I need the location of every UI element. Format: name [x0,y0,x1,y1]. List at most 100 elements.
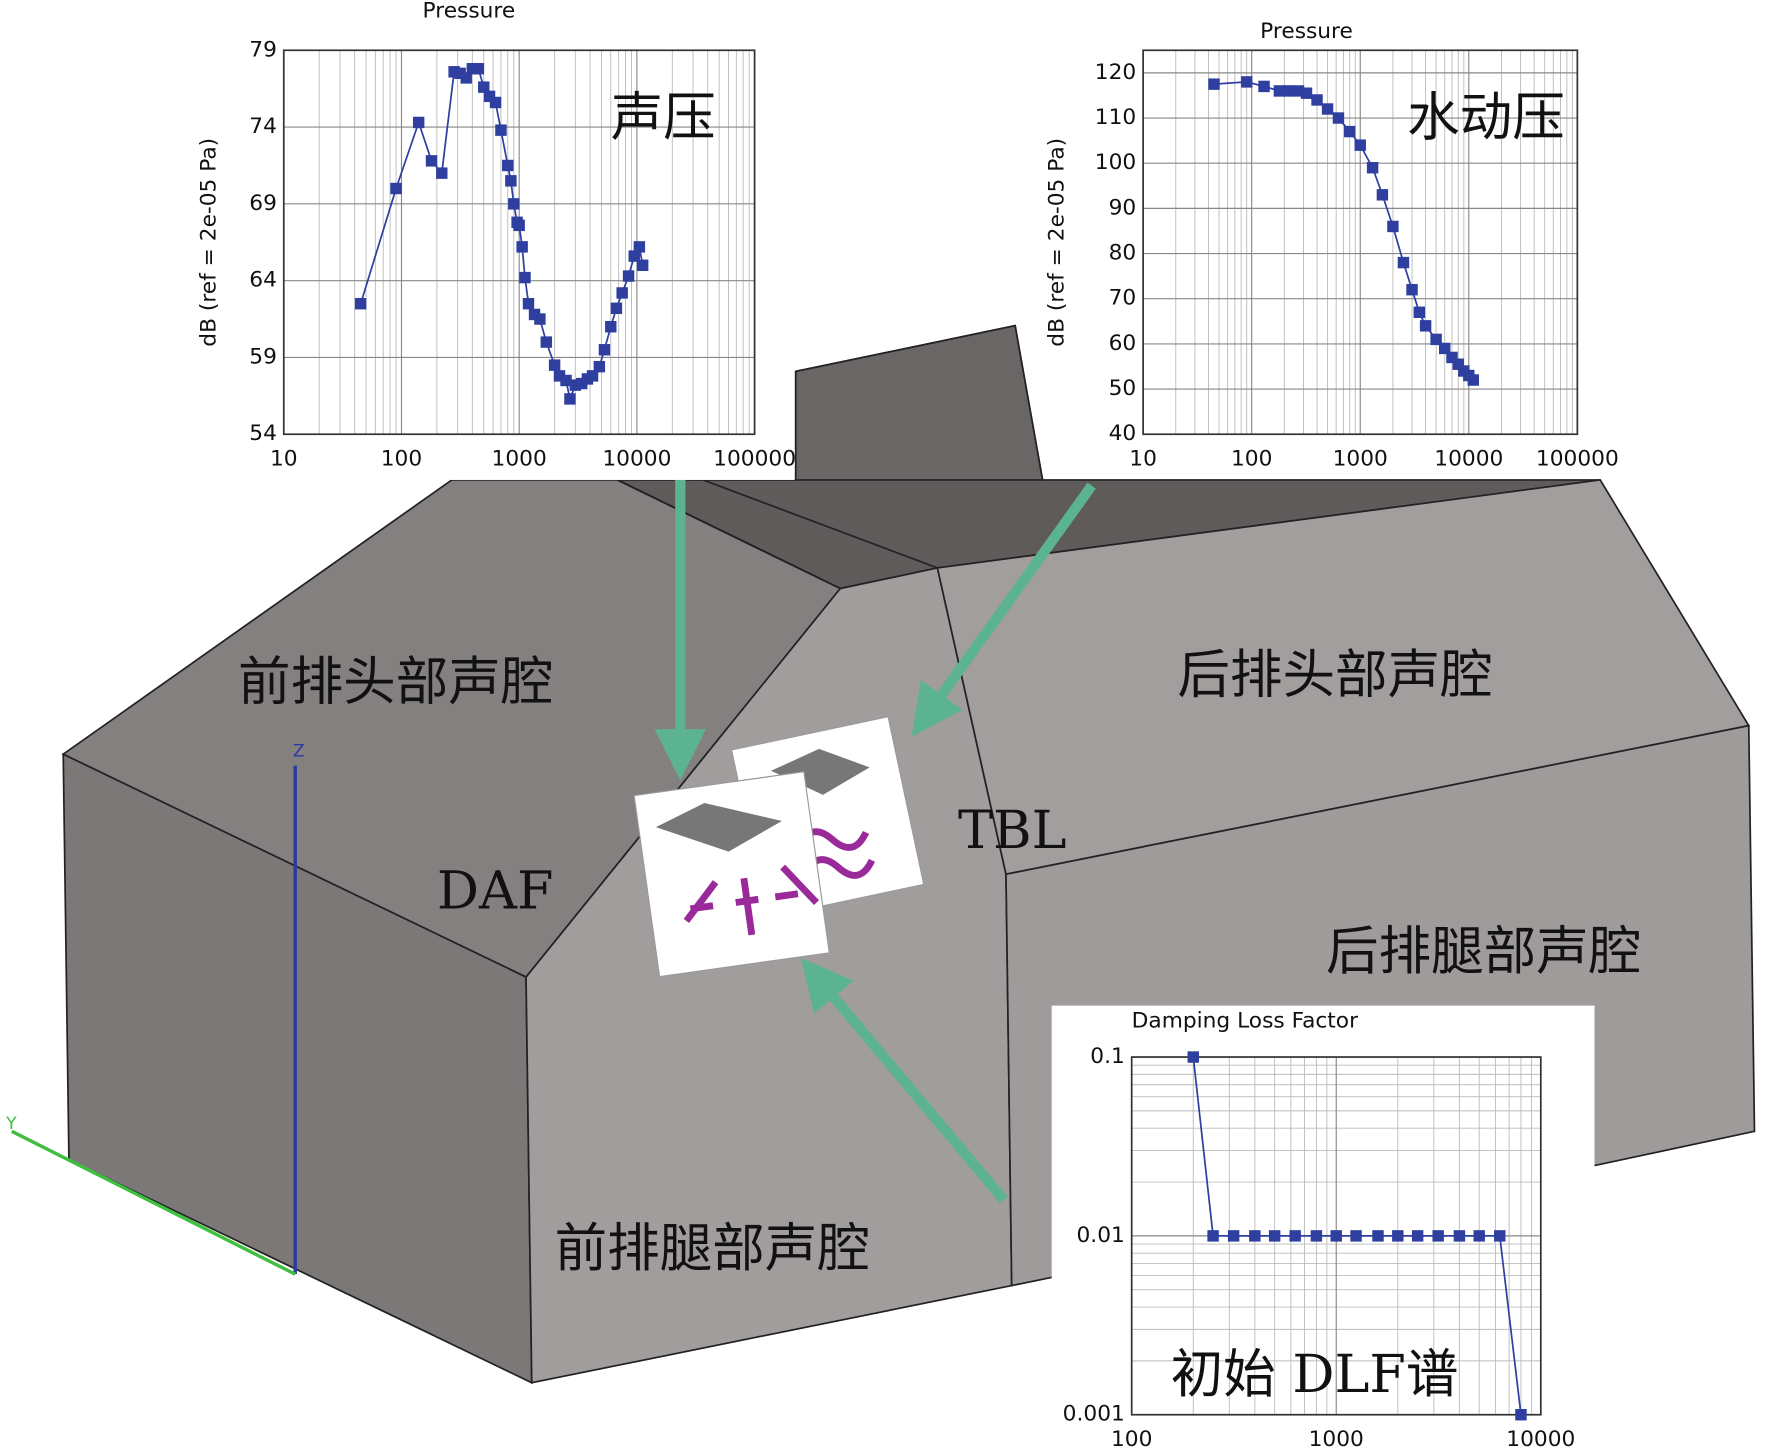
data-point [548,359,561,371]
data-point [1387,220,1399,233]
chart-annotation: 水动压 [1407,87,1565,148]
data-point [1452,358,1464,370]
data-point [569,379,582,391]
chart-title: Damping Loss Factor [1132,1009,1358,1034]
x-tick-label: 100 [381,446,422,471]
x-tick-label: 100000 [1536,446,1619,471]
y-tick-label: 0.1 [1090,1044,1125,1069]
data-point [1227,1230,1240,1242]
data-point [1187,1051,1199,1063]
data-point [1406,283,1418,296]
data-point [472,62,485,75]
data-point [448,66,460,78]
plot-frame [1130,1056,1542,1416]
y-tick-label: 60 [1109,331,1137,356]
data-point [460,72,472,84]
y-tick-label: 110 [1095,105,1136,130]
y-tick-label: 79 [249,37,277,62]
x-tick-label: 10000 [602,446,671,471]
x-tick-label: 1000 [1309,1427,1364,1449]
data-point [560,374,572,387]
data-point [1258,80,1270,93]
y-tick-label: 64 [249,268,277,293]
data-point [502,159,514,172]
data-point [519,271,531,284]
data-point [1289,1230,1301,1242]
x-tick-label: 10000 [1434,446,1503,471]
data-point [1453,1230,1466,1242]
data-point [436,167,448,179]
arrows [654,468,1096,1204]
data-point [610,302,623,315]
daf-icon [633,771,830,978]
data-point [622,270,635,282]
chart-annotation: 初始 DLF谱 [1171,1344,1459,1405]
data-point [605,321,617,333]
region-label: 前排腿部声腔 [555,1218,870,1279]
data-point [1411,1230,1424,1242]
data-point [1249,1230,1261,1242]
data-point [483,90,496,103]
y-axis-label: dB (ref = 2e-05 Pa) [196,138,221,347]
data-point [1446,351,1458,364]
data-point [1240,76,1253,88]
data-point [513,219,525,232]
data-point [1207,1230,1219,1242]
plot-frame [282,49,756,436]
data-point [489,96,502,109]
data-point [1432,1230,1444,1242]
y-tick-label: 90 [1109,195,1137,220]
data-point [495,124,507,136]
x-tick-label: 1000 [492,446,547,471]
data-point [1321,103,1334,115]
region-label: 后排头部声腔 [1177,645,1492,706]
data-point [564,393,576,405]
data-point [1372,1230,1384,1242]
data-point [1300,87,1313,99]
data-point [1467,374,1480,386]
y-tick-label: 74 [249,114,277,139]
data-point [508,198,520,210]
data-point [593,360,606,373]
data-point [1273,85,1286,97]
y-label: Y [5,1114,17,1134]
y-tick-label: 100 [1095,150,1136,175]
chart-background [1051,1005,1595,1449]
data-point [354,297,367,310]
x-tick-label: 100000 [713,446,796,471]
chart-annotation: 声压 [611,87,716,148]
data-point [534,313,546,325]
data-point [1332,112,1345,124]
data-point [598,344,611,356]
data-point [1354,139,1366,151]
data-point [1268,1230,1281,1242]
y-axis [11,1129,296,1276]
chart-background [183,0,795,480]
y-tick-label: 0.001 [1063,1402,1125,1427]
data-point [390,182,402,195]
y-axis-label: dB (ref = 2e-05 Pa) [1044,138,1069,347]
data-point [633,241,646,253]
region-label: 前排头部声腔 [238,651,553,712]
data-point [1439,342,1451,355]
z-label: Z [293,741,305,761]
data-point [1430,333,1442,346]
data-point [1310,1230,1323,1242]
chart-title: Pressure [423,0,516,23]
x-tick-label: 100 [1111,1427,1152,1449]
x-tick-label: 10 [270,446,298,471]
data-point [1292,85,1305,97]
y-tick-label: 0.01 [1077,1223,1125,1248]
data-point [1392,1230,1404,1242]
region-label: 后排腿部声腔 [1326,921,1641,982]
data-point [1350,1230,1362,1242]
data-point [478,81,490,93]
data-point [1494,1230,1506,1242]
y-tick-label: 50 [1109,376,1137,401]
data-point [454,67,466,80]
data-point [616,287,628,299]
x-tick-label: 1000 [1333,446,1388,471]
data-point [522,297,535,310]
data-point [505,175,517,187]
